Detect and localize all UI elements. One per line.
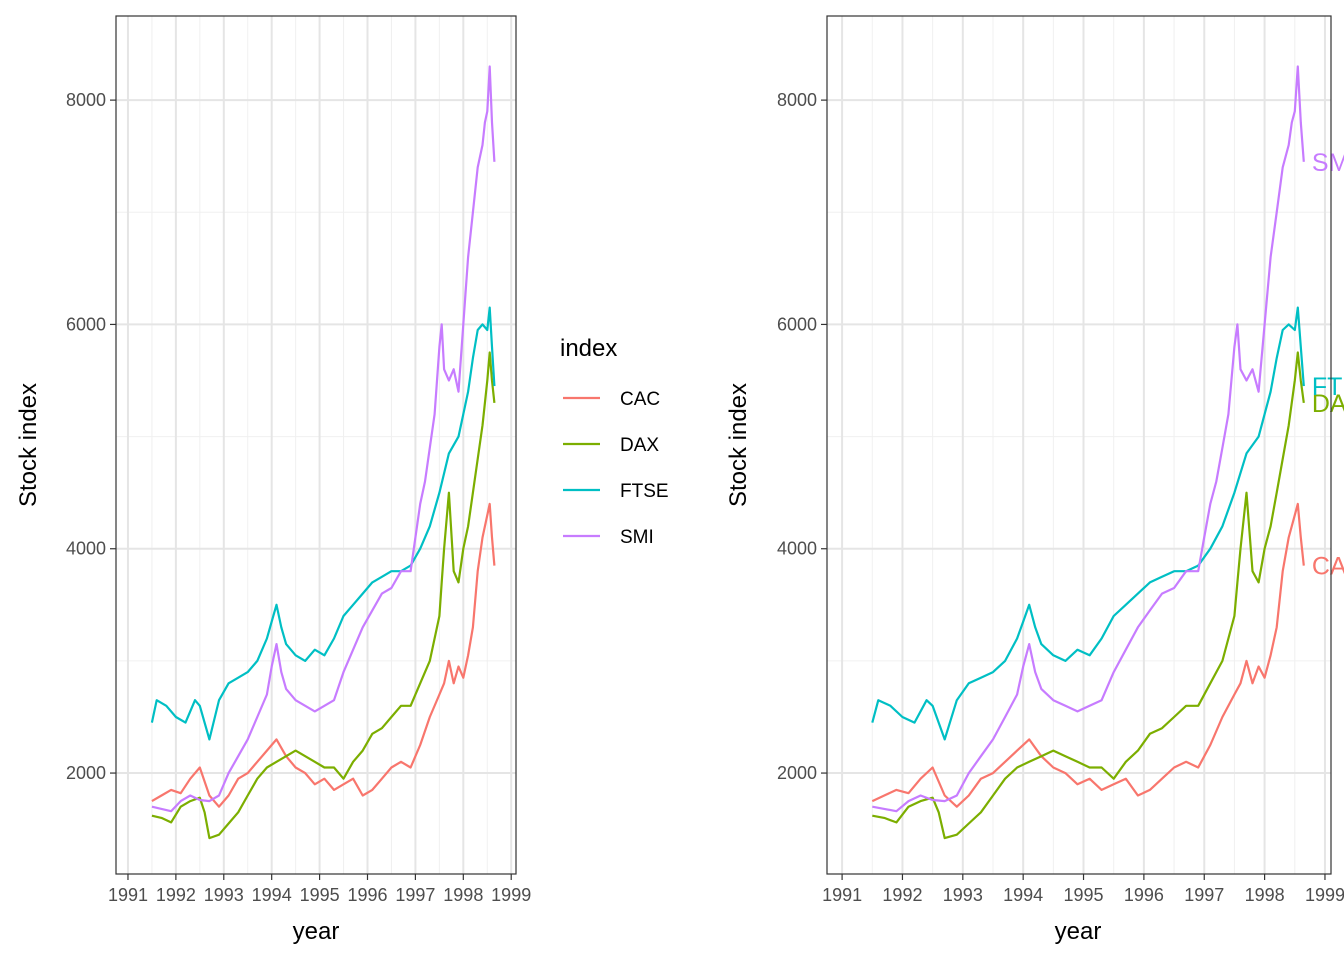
- series-line-smi: [872, 65, 1305, 813]
- series-line-ftse: [871, 306, 1305, 741]
- legend-label-smi: SMI: [620, 527, 654, 548]
- x-tick-label: 1995: [1064, 885, 1104, 905]
- x-tick-label: 1999: [491, 885, 531, 905]
- x-tick-label: 1998: [443, 885, 483, 905]
- direct-label-dax: DA: [1312, 390, 1344, 418]
- direct-label-cac: CA: [1312, 553, 1344, 581]
- x-tick-label: 1992: [882, 885, 922, 905]
- legend-title: index: [560, 335, 617, 362]
- minor-gridlines: [116, 16, 516, 874]
- x-tick-label: 1994: [252, 885, 292, 905]
- legend-items: CAC DAX FTSE SMI: [563, 389, 669, 548]
- direct-label-ftse: FT: [1312, 373, 1343, 401]
- x-axis-title: year: [1055, 918, 1102, 945]
- direct-label-smi: SM: [1312, 149, 1344, 177]
- legend-label-cac: CAC: [620, 389, 660, 410]
- major-gridlines: [827, 16, 1331, 874]
- x-tick-label: 1997: [395, 885, 435, 905]
- y-tick-label: 6000: [66, 314, 106, 334]
- major-gridlines: [116, 16, 516, 874]
- y-axis-ticks: 2000 4000 6000 8000: [777, 90, 827, 783]
- y-axis-title: Stock index: [15, 383, 42, 507]
- x-tick-label: 1991: [108, 885, 148, 905]
- x-tick-label: 1999: [1305, 885, 1344, 905]
- y-axis-ticks: 2000 4000 6000 8000: [66, 90, 116, 783]
- legend-label-dax: DAX: [620, 435, 659, 456]
- series-line-cac: [871, 502, 1305, 808]
- plot-border: [826, 15, 1332, 875]
- legend-label-ftse: FTSE: [620, 481, 669, 502]
- y-tick-label: 2000: [777, 763, 817, 783]
- plot-background: [116, 16, 516, 874]
- x-tick-label: 1993: [204, 885, 244, 905]
- x-tick-label: 1994: [1003, 885, 1043, 905]
- series-lines: [150, 65, 496, 840]
- y-tick-label: 8000: [777, 90, 817, 110]
- y-tick-label: 8000: [66, 90, 106, 110]
- series-line-ftse: [150, 306, 496, 741]
- plot-background: [827, 16, 1331, 874]
- x-tick-label: 1993: [943, 885, 983, 905]
- series-lines: [871, 65, 1305, 840]
- x-tick-label: 1996: [1124, 885, 1164, 905]
- y-axis-title: Stock index: [725, 383, 752, 507]
- series-line-dax: [151, 351, 496, 840]
- legend: index CAC DAX FTSE SMI: [560, 335, 669, 548]
- x-axis-ticks: 1991 1992 1993 1994 1995 1996 1997 1998 1999: [822, 874, 1344, 905]
- x-tick-label: 1997: [1184, 885, 1224, 905]
- y-tick-label: 6000: [777, 314, 817, 334]
- x-tick-label: 1995: [300, 885, 340, 905]
- y-tick-label: 2000: [66, 763, 106, 783]
- x-tick-label: 1996: [347, 885, 387, 905]
- y-tick-label: 4000: [777, 539, 817, 559]
- x-axis-ticks: 1991 1992 1993 1994 1995 1996 1997 1998 1999: [108, 874, 531, 905]
- x-tick-label: 1998: [1245, 885, 1285, 905]
- series-line-dax: [872, 351, 1305, 840]
- x-tick-label: 1992: [156, 885, 196, 905]
- x-tick-label: 1991: [822, 885, 862, 905]
- y-tick-label: 4000: [66, 539, 106, 559]
- x-axis-title: year: [293, 918, 340, 945]
- series-line-cac: [151, 502, 496, 808]
- series-line-smi: [151, 65, 496, 813]
- plot-border: [115, 15, 517, 875]
